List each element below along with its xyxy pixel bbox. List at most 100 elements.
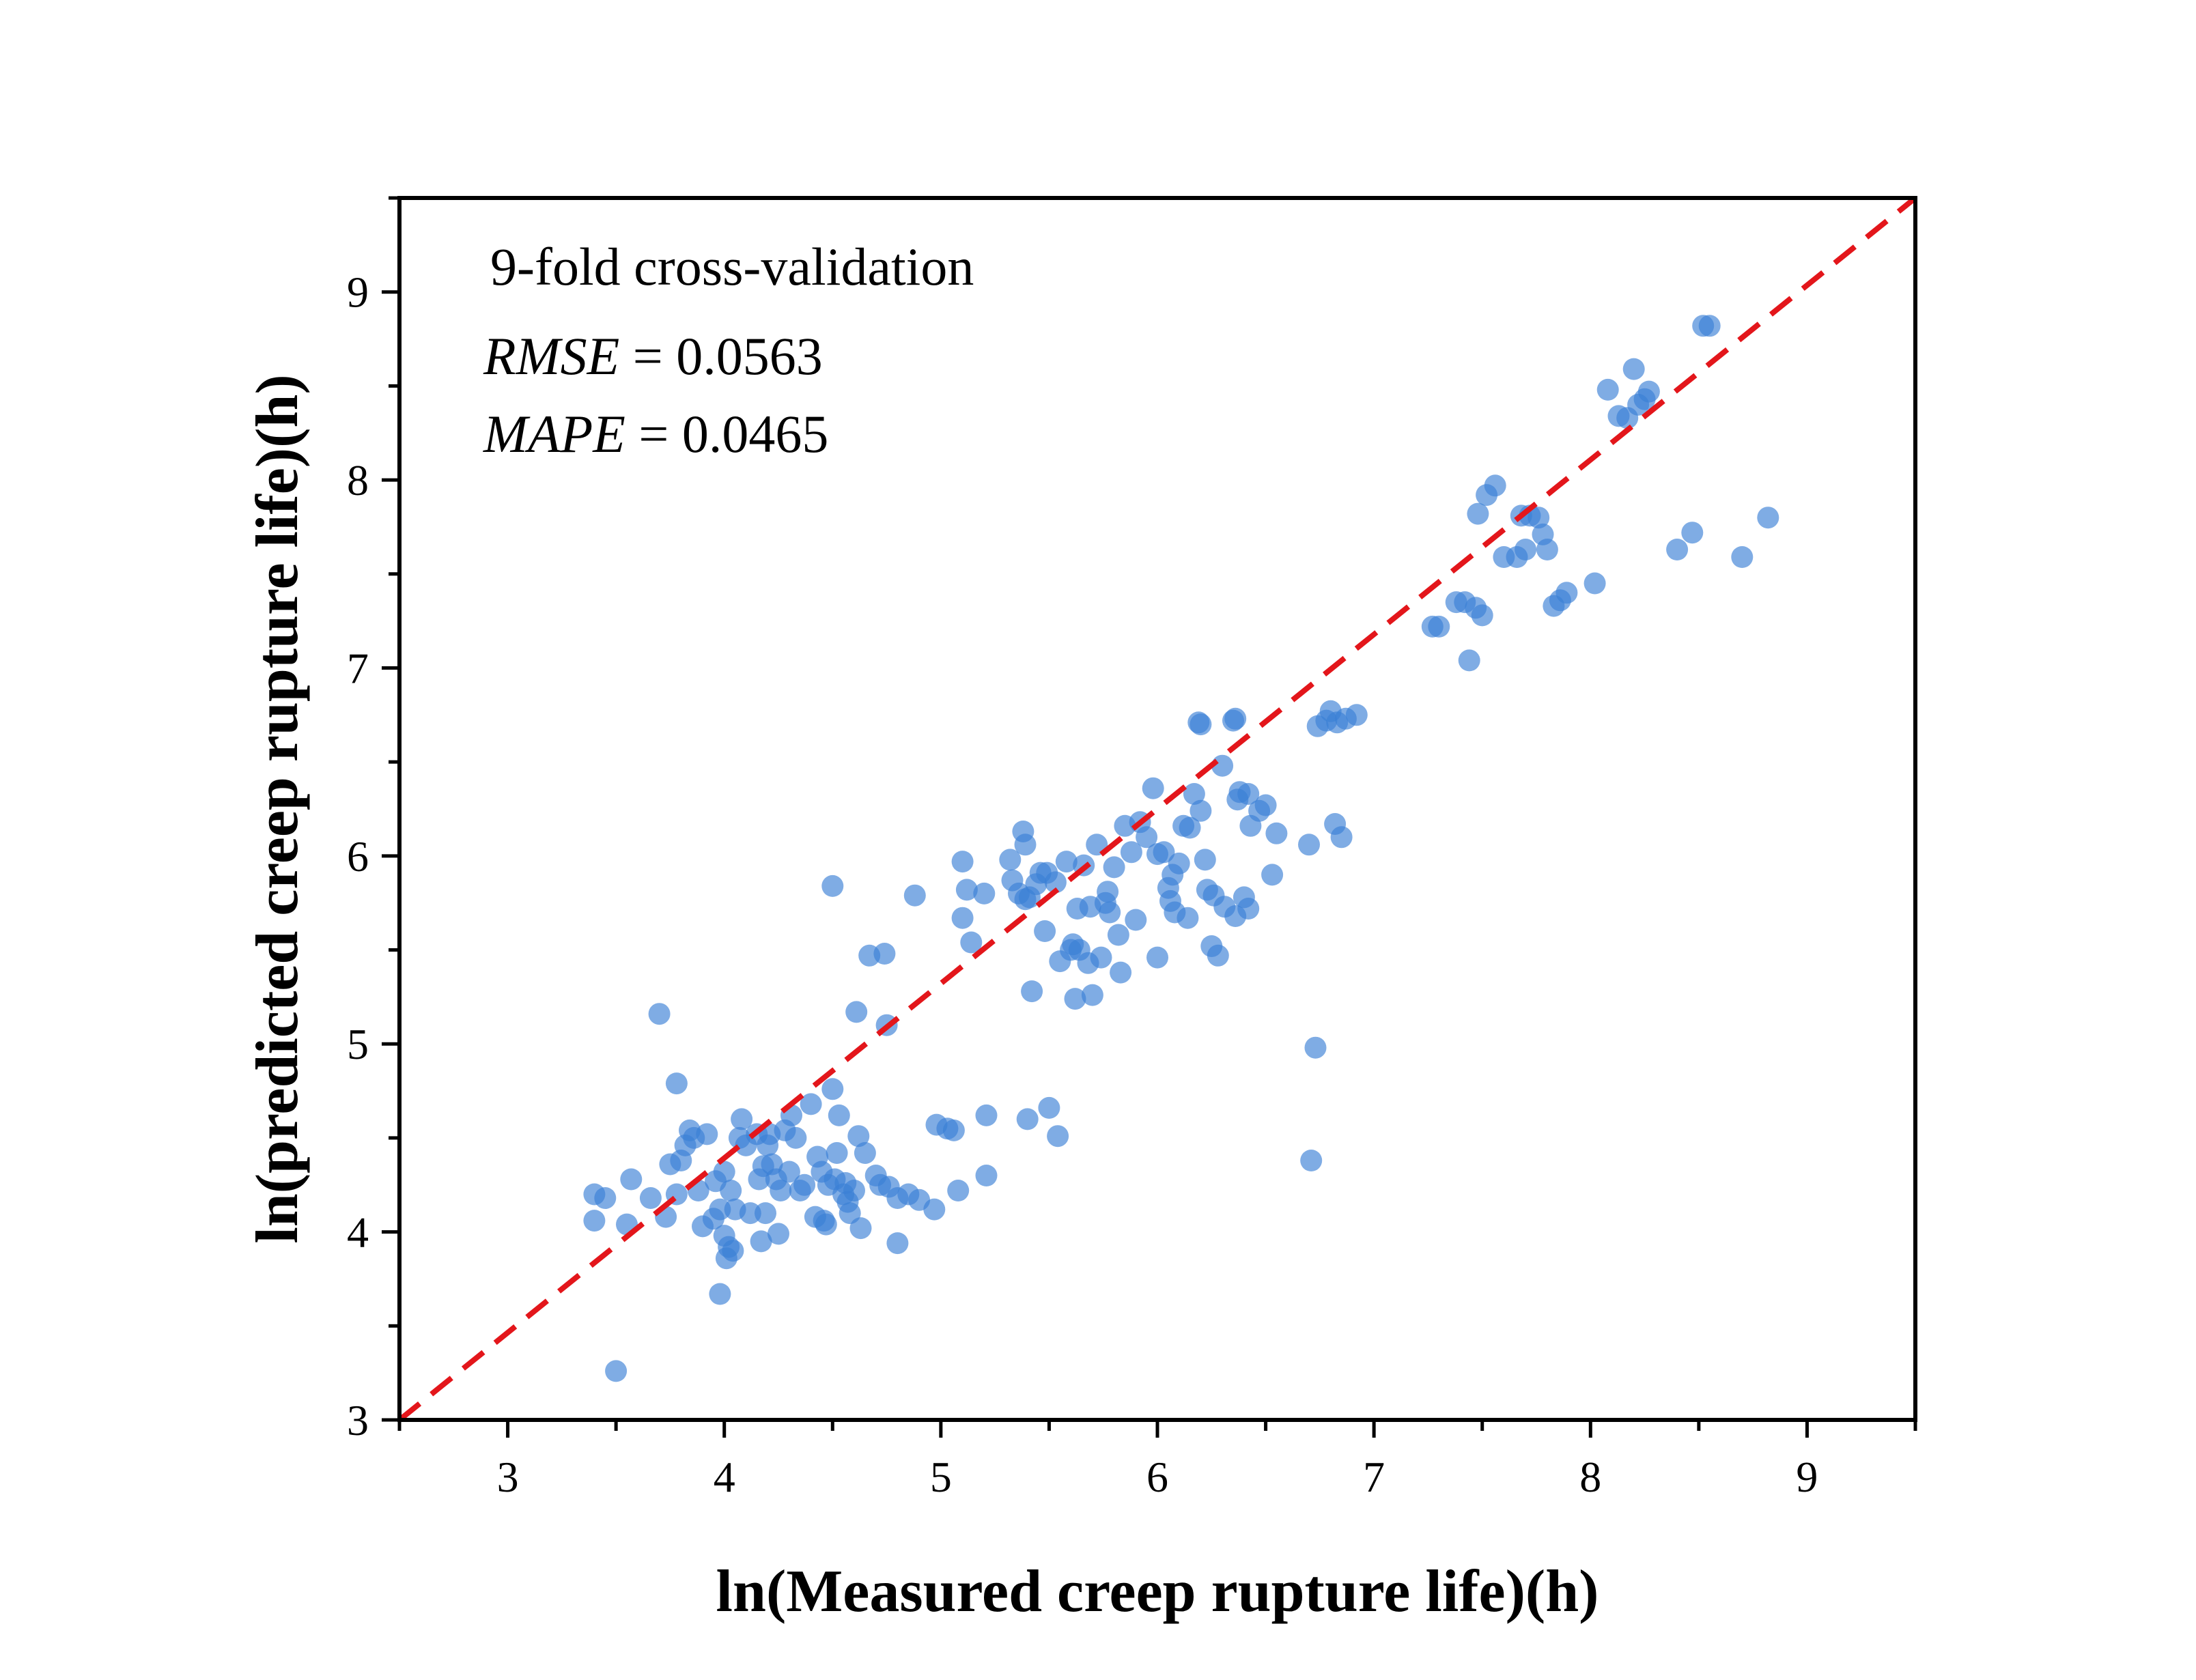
- data-points: [583, 315, 1779, 1382]
- data-point: [951, 907, 974, 929]
- y-tick-label: 7: [347, 644, 369, 692]
- data-point: [1110, 961, 1132, 984]
- data-point: [942, 1119, 965, 1141]
- data-point: [1103, 856, 1125, 879]
- data-point: [1044, 871, 1067, 894]
- mape-value: = 0.0465: [625, 404, 829, 464]
- data-point: [951, 851, 974, 873]
- data-point: [847, 1125, 870, 1148]
- data-point: [1194, 849, 1216, 871]
- data-point: [583, 1210, 606, 1232]
- data-point: [1237, 783, 1260, 805]
- y-tick-label: 4: [347, 1208, 369, 1257]
- data-point: [1471, 604, 1493, 627]
- data-point: [665, 1072, 688, 1095]
- data-point: [1047, 1125, 1069, 1148]
- data-point: [639, 1187, 662, 1209]
- data-point: [1458, 649, 1480, 672]
- y-tick-label: 5: [347, 1020, 369, 1068]
- data-point: [1190, 713, 1212, 736]
- data-point: [755, 1202, 776, 1225]
- data-point: [849, 1217, 872, 1240]
- data-point: [768, 1223, 789, 1245]
- data-point: [815, 1213, 837, 1236]
- data-point: [709, 1283, 731, 1305]
- data-point: [709, 1198, 731, 1221]
- data-point: [960, 931, 983, 954]
- data-point: [1428, 615, 1450, 638]
- data-point: [722, 1240, 744, 1262]
- data-point: [1583, 572, 1606, 595]
- data-point: [1146, 946, 1168, 969]
- data-point: [1190, 799, 1212, 822]
- y-tick-label: 3: [347, 1396, 369, 1444]
- data-point: [1637, 380, 1660, 403]
- data-point: [750, 1230, 772, 1253]
- data-point: [1021, 980, 1043, 1003]
- y-tick-label: 9: [347, 268, 369, 317]
- data-point: [1153, 841, 1175, 864]
- x-tick-label: 6: [1146, 1453, 1168, 1501]
- data-point: [1090, 946, 1112, 969]
- mape-label: MAPE: [483, 404, 625, 464]
- data-point: [873, 943, 896, 965]
- data-point: [1097, 881, 1119, 903]
- data-point: [594, 1187, 617, 1209]
- data-point: [955, 879, 978, 901]
- data-point: [839, 1202, 861, 1225]
- data-point: [1179, 816, 1201, 839]
- data-point: [1484, 474, 1506, 497]
- data-point: [793, 1173, 816, 1196]
- data-point: [1107, 924, 1129, 946]
- data-point: [800, 1093, 822, 1115]
- y-tick-label: 6: [347, 832, 369, 881]
- x-tick-label: 9: [1796, 1453, 1818, 1501]
- data-point: [821, 1078, 844, 1100]
- data-point: [770, 1180, 792, 1201]
- data-point: [1300, 1150, 1323, 1171]
- data-point: [713, 1161, 735, 1183]
- data-point: [1345, 704, 1368, 726]
- data-point: [1177, 907, 1199, 929]
- data-point: [1168, 852, 1190, 874]
- data-point: [1254, 794, 1277, 816]
- data-point: [1556, 582, 1578, 604]
- data-point: [1330, 826, 1353, 849]
- data-point: [975, 1104, 998, 1126]
- data-point: [720, 1180, 742, 1201]
- data-point: [1099, 901, 1121, 924]
- data-point: [1698, 315, 1721, 337]
- annotation-rmse: RMSE = 0.0563: [483, 326, 823, 386]
- data-point: [1596, 378, 1619, 401]
- data-point: [1183, 783, 1205, 805]
- data-point: [1211, 754, 1234, 777]
- data-point: [1622, 358, 1645, 380]
- data-point: [828, 1104, 850, 1126]
- data-point: [1081, 984, 1103, 1006]
- data-point: [947, 1180, 970, 1201]
- data-point: [1038, 1096, 1060, 1119]
- data-point: [1055, 851, 1078, 873]
- rmse-value: = 0.0563: [619, 326, 823, 386]
- data-point: [1237, 898, 1260, 920]
- data-point: [1536, 539, 1558, 560]
- data-point: [975, 1165, 998, 1186]
- data-point: [1120, 841, 1142, 864]
- data-point: [1304, 1036, 1327, 1059]
- data-point: [696, 1123, 718, 1145]
- rmse-label: RMSE: [483, 326, 619, 386]
- data-point: [1757, 507, 1779, 529]
- data-point: [1224, 707, 1247, 730]
- data-point: [785, 1126, 807, 1149]
- data-point: [1034, 920, 1056, 942]
- data-point: [1207, 944, 1229, 967]
- data-point: [1136, 826, 1158, 849]
- x-tick-label: 5: [930, 1453, 952, 1501]
- data-point: [821, 874, 844, 897]
- data-point: [1515, 539, 1537, 560]
- data-point: [1528, 507, 1550, 529]
- x-tick-label: 3: [497, 1453, 519, 1501]
- data-point: [1265, 822, 1288, 844]
- data-point: [903, 884, 926, 907]
